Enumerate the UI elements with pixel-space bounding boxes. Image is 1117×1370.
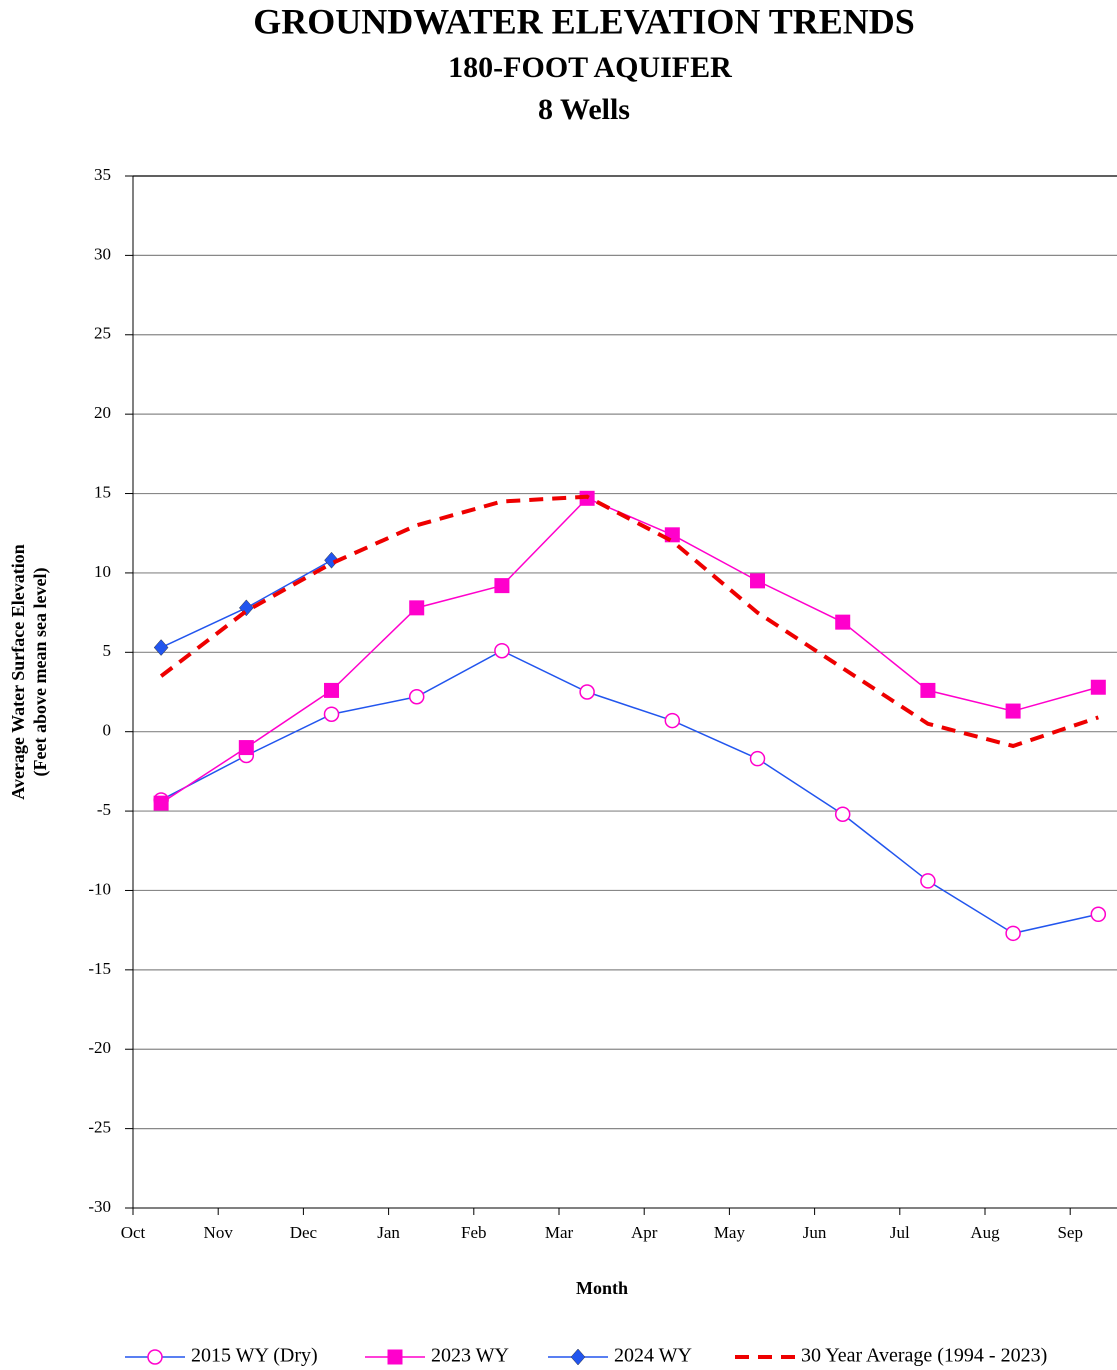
data-point (494, 578, 510, 594)
data-point (153, 639, 169, 656)
y-tick-label: -25 (88, 1118, 111, 1137)
y-axis-label: Average Water Surface Elevation (Feet ab… (8, 544, 51, 799)
y-tick-label: 30 (94, 244, 111, 263)
data-point (1005, 703, 1021, 719)
data-point (920, 682, 936, 698)
y-tick-label: -30 (88, 1197, 111, 1216)
x-tick-label: Nov (204, 1223, 234, 1242)
legend-label: 30 Year Average (1994 - 2023) (801, 1345, 1047, 1367)
chart-title: GROUNDWATER ELEVATION TRENDS (253, 1, 914, 41)
y-tick-label: -20 (88, 1038, 111, 1057)
y-axis-label-line: (Feet above mean sea level) (30, 568, 51, 777)
data-point (749, 750, 766, 767)
x-tick-label: Mar (545, 1223, 574, 1242)
y-tick-label: 10 (94, 562, 111, 581)
y-tick-label: 5 (103, 641, 112, 660)
data-point (920, 873, 936, 889)
x-tick-label: Jan (377, 1223, 400, 1242)
y-tick-label: 0 (103, 721, 112, 740)
data-point (579, 684, 595, 700)
data-point (1090, 679, 1106, 695)
x-tick-label: Feb (461, 1223, 487, 1242)
legend-label: 2024 WY (614, 1345, 692, 1367)
data-point (323, 706, 340, 722)
x-axis-label: Month (576, 1278, 628, 1298)
data-point (409, 600, 425, 616)
data-point (238, 740, 254, 756)
x-tick-label: May (714, 1223, 746, 1242)
x-tick-label: Jun (803, 1223, 827, 1242)
data-point (835, 614, 851, 630)
x-tick-label: Jul (890, 1223, 910, 1242)
y-tick-label: -5 (97, 800, 111, 819)
series-line (160, 649, 1099, 935)
y-axis-label-line: Average Water Surface Elevation (8, 544, 28, 799)
data-point (1005, 925, 1021, 942)
x-tick-label: Apr (631, 1223, 658, 1242)
y-tick-label: -10 (88, 879, 111, 898)
chart-subtitle: 8 Wells (538, 93, 630, 126)
y-tick-label: 25 (94, 324, 111, 343)
data-point (324, 682, 340, 698)
x-tick-label: Oct (121, 1223, 146, 1242)
data-point (324, 551, 339, 569)
data-point (750, 573, 766, 589)
data-point (1090, 906, 1107, 923)
legend-label: 2015 WY (Dry) (191, 1345, 318, 1367)
legend-marker (570, 1348, 586, 1366)
x-tick-label: Sep (1057, 1223, 1083, 1242)
x-tick-label: Aug (970, 1223, 1000, 1242)
legend-marker (387, 1349, 403, 1365)
y-tick-label: 20 (94, 403, 111, 422)
series-line (159, 494, 1099, 749)
x-tick-label: Dec (290, 1223, 318, 1242)
data-point (408, 689, 425, 705)
data-point (153, 795, 169, 811)
legend-marker (147, 1349, 163, 1365)
data-point (664, 712, 681, 729)
legend-label: 2023 WY (431, 1345, 509, 1367)
series-line (160, 497, 1099, 804)
data-point (834, 806, 851, 823)
data-point (494, 642, 510, 659)
y-tick-label: 15 (94, 482, 111, 501)
chart-subtitle: 180-FOOT AQUIFER (448, 51, 732, 84)
y-tick-label: 35 (94, 165, 111, 184)
y-tick-label: -15 (88, 959, 111, 978)
